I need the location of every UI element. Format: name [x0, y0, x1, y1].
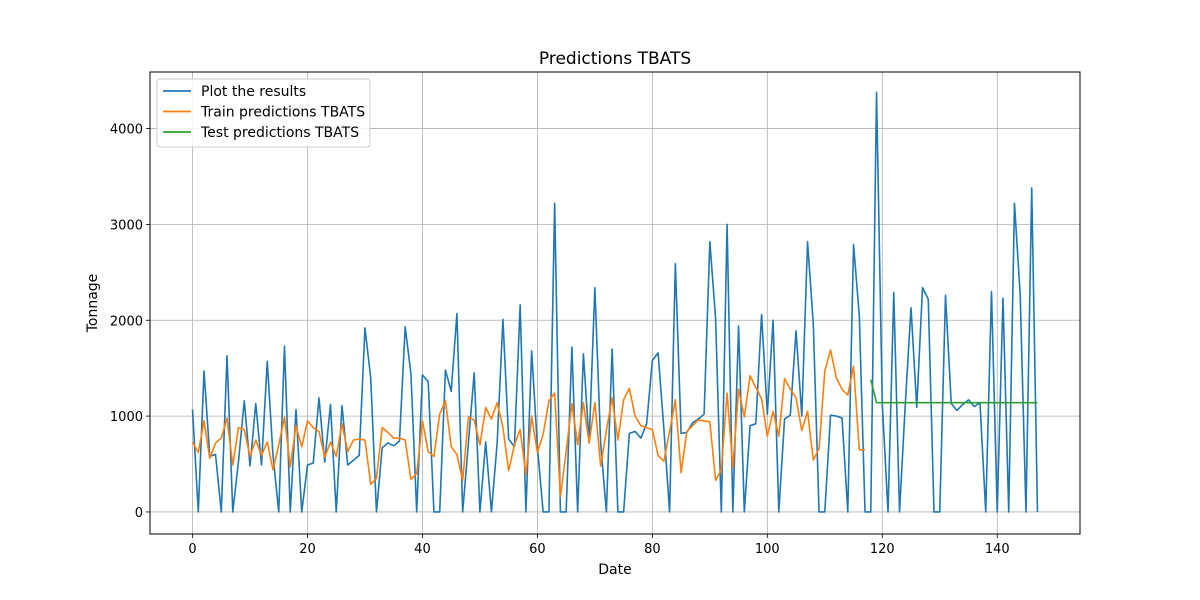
x-tick-label: 140 [985, 542, 1010, 557]
x-tick-label: 100 [755, 542, 780, 557]
y-tick-label: 1000 [110, 410, 143, 425]
x-tick-label: 20 [299, 542, 316, 557]
y-tick-label: 2000 [110, 314, 143, 329]
legend-label-1: Plot the results [201, 84, 306, 100]
x-tick-label: 40 [414, 542, 431, 557]
x-tick-label: 60 [529, 542, 546, 557]
y-tick-label: 0 [135, 506, 143, 521]
legend-label-3: Test predictions TBATS [200, 125, 359, 141]
y-axis-label: Tonnage [85, 274, 101, 334]
y-tick-label: 4000 [110, 123, 143, 138]
chart-title: Predictions TBATS [539, 49, 691, 69]
legend-label-2: Train predictions TBATS [200, 105, 365, 121]
x-tick-label: 120 [870, 542, 895, 557]
y-tick-label: 3000 [110, 218, 143, 233]
legend: Plot the results Train predictions TBATS T… [157, 79, 370, 147]
x-tick-label: 0 [188, 542, 196, 557]
x-tick-label: 80 [644, 542, 661, 557]
x-axis-label: Date [598, 562, 631, 578]
